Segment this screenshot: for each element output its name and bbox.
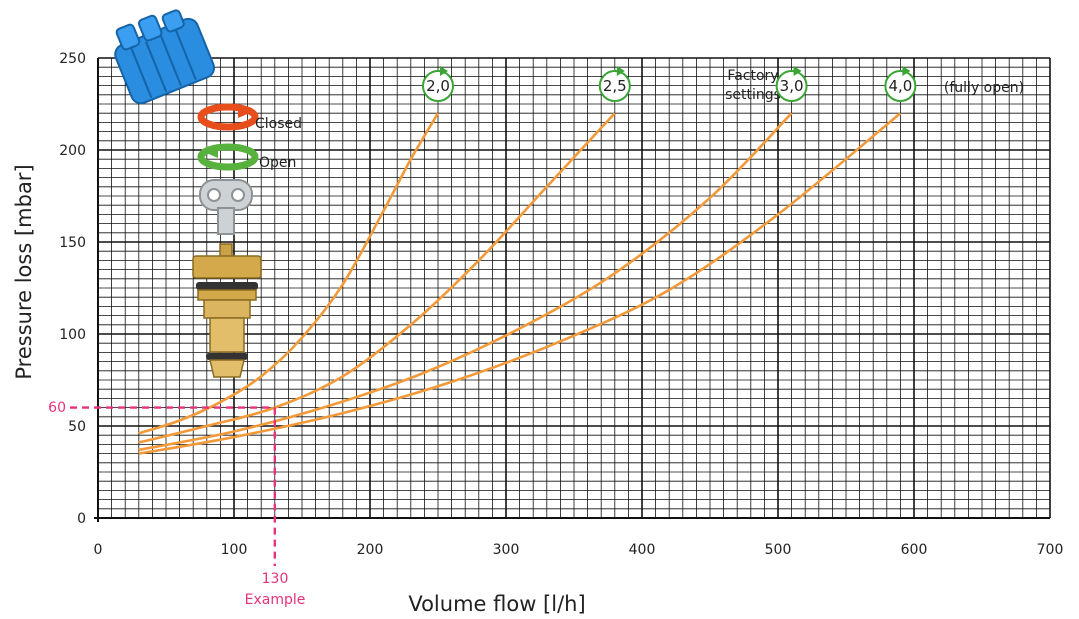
y-tick-label: 200 — [59, 143, 86, 159]
curve-label-3-0: 3,0 — [775, 66, 808, 102]
curve-label-text: 2,5 — [603, 77, 627, 95]
factory-settings-label-line2: settings — [725, 87, 781, 103]
y-tick-label: 50 — [68, 419, 86, 435]
series-line-4-0 — [138, 112, 902, 455]
valve-insert-icon — [192, 243, 262, 378]
curve-label-text: 3,0 — [780, 77, 804, 95]
series-line-2-5 — [138, 112, 616, 444]
x-tick-label: 300 — [493, 542, 520, 558]
x-tick-label: 600 — [901, 542, 928, 558]
chart-grid — [97, 57, 1051, 519]
tick-labels: 0 100 200 300 400 500 600 700 0 50 100 150 200 250 — [59, 51, 1063, 558]
chart-text: Volume flow [l/h] Pressure loss [mbar] C… — [12, 68, 1024, 616]
closed-arrow-icon — [197, 103, 259, 131]
series-line-3-0 — [138, 112, 793, 452]
valve-illustration — [114, 9, 262, 378]
fully-open-label: (fully open) — [944, 80, 1024, 96]
x-tick-label: 500 — [765, 542, 792, 558]
y-tick-label: 0 — [77, 511, 86, 527]
example-x-label: 130 — [262, 571, 289, 587]
rotation-arrow-icon — [902, 66, 911, 76]
curve-label-text: 2,0 — [426, 77, 450, 95]
chart-axes — [94, 58, 1050, 522]
rotation-arrow-icon — [793, 66, 802, 76]
curve-label-4-0: 4,0 — [884, 66, 917, 102]
x-tick-label: 0 — [94, 542, 103, 558]
series-line-2-0 — [138, 112, 440, 435]
x-tick-label: 700 — [1037, 542, 1064, 558]
open-label: Open — [259, 155, 296, 171]
curve-label-2-5: 2,5 — [598, 66, 631, 102]
example-y-label: 60 — [48, 400, 66, 416]
example-guide — [70, 406, 276, 566]
x-tick-label: 200 — [357, 542, 384, 558]
valve-key-icon — [199, 179, 253, 235]
curve-label-text: 4,0 — [888, 77, 912, 95]
y-tick-label: 250 — [59, 51, 86, 67]
y-tick-label: 100 — [59, 327, 86, 343]
curve-label-circle — [775, 70, 808, 102]
valve-cap-icon — [114, 9, 216, 105]
rotation-arrow-icon — [440, 66, 448, 76]
y-tick-label: 150 — [59, 235, 86, 251]
closed-label: Closed — [255, 116, 302, 132]
x-axis-label: Volume flow [l/h] — [408, 592, 585, 616]
curve-labels: 2,0 2,5 3,0 4,0 — [422, 66, 917, 102]
y-axis-label: Pressure loss [mbar] — [12, 164, 36, 379]
open-arrow-icon — [197, 143, 259, 171]
rotation-arrow-icon — [616, 66, 625, 76]
curves — [138, 112, 902, 455]
x-tick-label: 100 — [221, 542, 248, 558]
factory-settings-label-line1: Factory — [727, 68, 778, 84]
curve-label-circle — [598, 70, 631, 102]
curve-label-circle — [884, 70, 917, 102]
example-label: Example — [245, 592, 306, 608]
x-tick-label: 400 — [629, 542, 656, 558]
curve-label-circle — [422, 70, 454, 102]
curve-label-2-0: 2,0 — [422, 66, 454, 102]
